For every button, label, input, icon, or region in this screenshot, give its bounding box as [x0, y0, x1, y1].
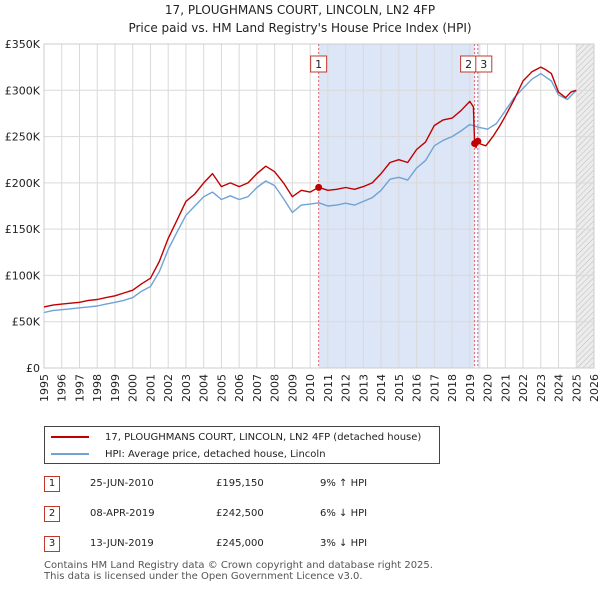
sale-hpi-diff: 6% ↓ HPI	[320, 508, 368, 519]
price-chart: 17, PLOUGHMANS COURT, LINCOLN, LN2 4FP P…	[5, 3, 600, 402]
ownership-shaded-region	[318, 44, 475, 368]
x-tick-label: 1999	[109, 374, 122, 402]
x-tick-label: 2019	[464, 374, 477, 402]
sale-marker-label: 2	[465, 58, 472, 71]
x-tick-label: 2004	[198, 374, 211, 402]
y-tick-label: £200K	[5, 177, 41, 190]
x-tick-label: 2003	[180, 374, 193, 402]
x-tick-label: 2025	[570, 374, 583, 402]
sale-marker-badge	[475, 55, 493, 73]
chart-subtitle: Price paid vs. HM Land Registry's House …	[128, 21, 471, 35]
sale-date: 13-JUN-2019	[90, 538, 154, 549]
x-tick-label: 2022	[517, 374, 530, 402]
sale-number-badge: 3	[44, 536, 60, 552]
x-tick-label: 2002	[162, 374, 175, 402]
sale-row: 2 08-APR-2019 £242,500 6% ↓ HPI	[44, 504, 564, 524]
legend-swatch-hpi	[51, 453, 89, 455]
x-tick-label: 2018	[446, 374, 459, 402]
legend-item-hpi: HPI: Average price, detached house, Linc…	[51, 446, 326, 462]
x-tick-label: 2016	[411, 374, 424, 402]
legend-swatch-property	[51, 436, 89, 438]
x-tick-label: 2020	[482, 374, 495, 402]
y-tick-label: £150K	[5, 223, 41, 236]
x-tick-label: 1996	[56, 374, 69, 402]
y-tick-label: £300K	[5, 84, 41, 97]
x-tick-label: 1997	[73, 374, 86, 402]
sale-number-badge: 2	[44, 506, 60, 522]
sale-price: £242,500	[216, 508, 264, 519]
x-tick-label: 2001	[144, 374, 157, 402]
x-tick-label: 2017	[428, 374, 441, 402]
property-price-line	[43, 66, 577, 308]
x-tick-label: 2013	[357, 374, 370, 402]
sale-number-badge: 1	[44, 476, 60, 492]
legend-label-hpi: HPI: Average price, detached house, Linc…	[105, 448, 326, 460]
chart-legend: 17, PLOUGHMANS COURT, LINCOLN, LN2 4FP (…	[44, 426, 440, 464]
x-tick-label: 2005	[215, 374, 228, 402]
legend-label-property: 17, PLOUGHMANS COURT, LINCOLN, LN2 4FP (…	[105, 431, 422, 443]
sale-price: £245,000	[216, 538, 264, 549]
x-tick-label: 2000	[127, 374, 140, 402]
x-tick-label: 2024	[553, 374, 566, 402]
hpi-line	[43, 72, 577, 314]
x-tick-label: 2010	[304, 374, 317, 402]
sale-date: 25-JUN-2010	[90, 478, 154, 489]
sale-price: £195,150	[216, 478, 264, 489]
sale-point	[315, 183, 323, 191]
x-tick-label: 2011	[322, 374, 335, 402]
x-tick-label: 2023	[535, 374, 548, 402]
footer-line-2: This data is licensed under the Open Gov…	[44, 571, 363, 582]
sale-row: 1 25-JUN-2010 £195,150 9% ↑ HPI	[44, 474, 564, 494]
footer-note: Contains HM Land Registry data © Crown c…	[44, 560, 433, 582]
forecast-hatch-region	[576, 44, 594, 368]
sale-hpi-diff: 9% ↑ HPI	[320, 478, 368, 489]
sale-hpi-diff: 3% ↓ HPI	[320, 538, 368, 549]
x-tick-label: 1998	[91, 374, 104, 402]
x-tick-label: 2009	[286, 374, 299, 402]
x-tick-label: 1995	[38, 374, 51, 402]
y-tick-label: £50K	[12, 316, 41, 329]
x-tick-label: 2006	[233, 374, 246, 402]
sale-row: 3 13-JUN-2019 £245,000 3% ↓ HPI	[44, 534, 564, 554]
sale-marker-label: 1	[315, 58, 322, 71]
sale-marker-label: 3	[480, 58, 487, 71]
x-tick-label: 2012	[340, 374, 353, 402]
y-tick-label: £250K	[5, 131, 41, 144]
ownership-shaded-region	[477, 44, 481, 368]
x-tick-label: 2007	[251, 374, 264, 402]
y-tick-label: £100K	[5, 269, 41, 282]
legend-item-property: 17, PLOUGHMANS COURT, LINCOLN, LN2 4FP (…	[51, 429, 421, 445]
sale-marker-badge	[310, 55, 328, 73]
x-tick-label: 2008	[269, 374, 282, 402]
sale-date: 08-APR-2019	[90, 508, 155, 519]
x-tick-label: 2026	[588, 374, 600, 402]
sale-point	[474, 137, 482, 145]
footer-line-1: Contains HM Land Registry data © Crown c…	[44, 560, 433, 571]
x-tick-label: 2015	[393, 374, 406, 402]
y-tick-label: £0	[26, 362, 40, 375]
x-tick-label: 2014	[375, 374, 388, 402]
chart-title: 17, PLOUGHMANS COURT, LINCOLN, LN2 4FP	[165, 3, 435, 17]
x-tick-label: 2021	[499, 374, 512, 402]
y-tick-label: £350K	[5, 38, 41, 51]
